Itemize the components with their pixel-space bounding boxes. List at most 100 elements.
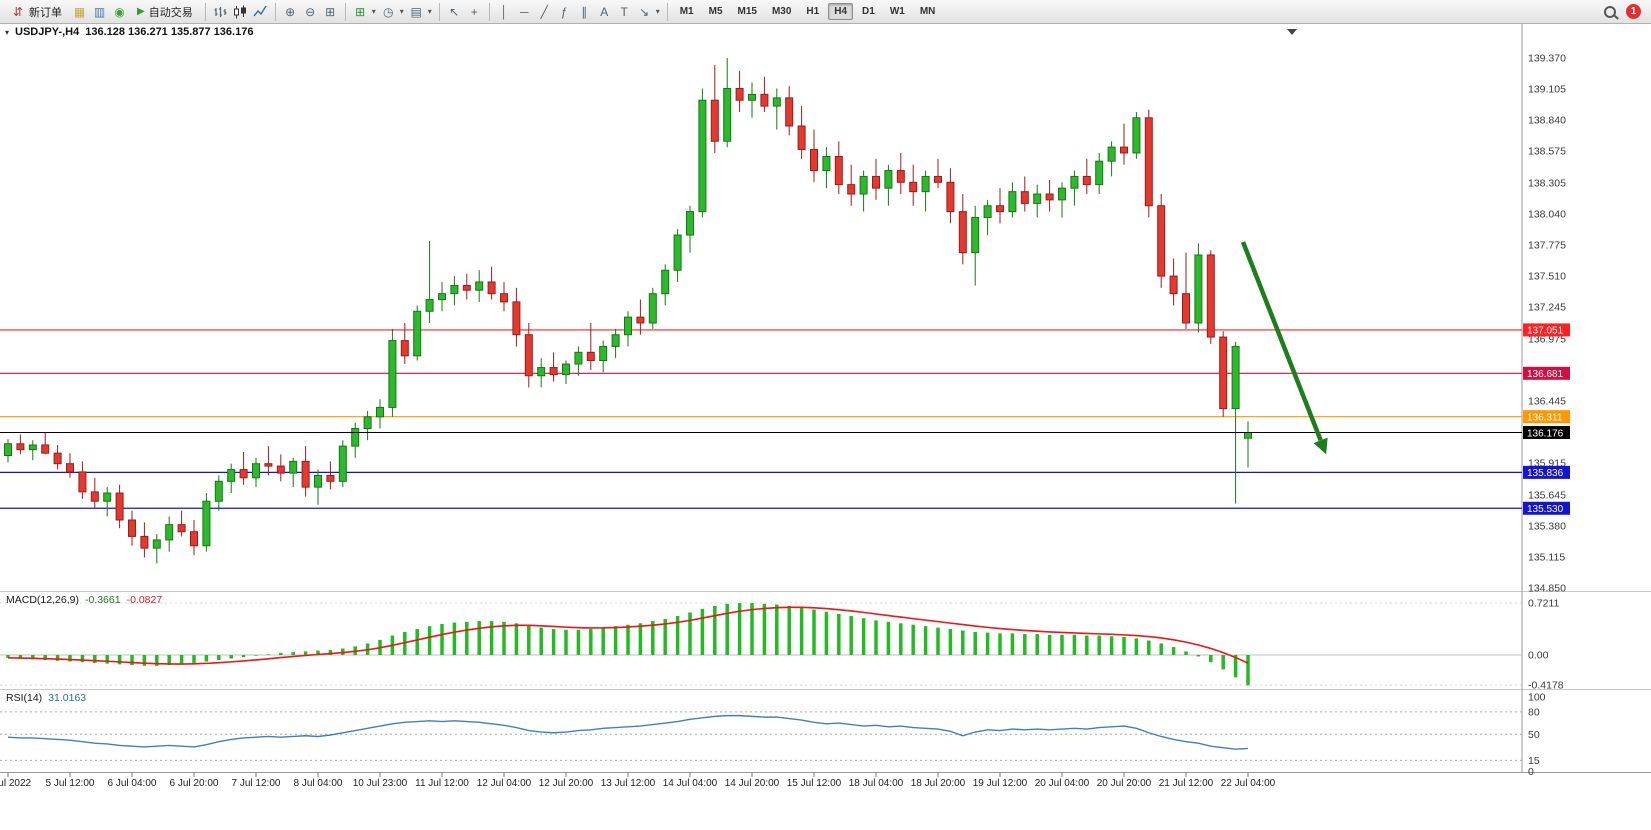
timeframe-mn[interactable]: MN: [919, 6, 936, 17]
trendline-tool-icon[interactable]: ╱: [540, 4, 548, 19]
profiles-icon[interactable]: ▦: [73, 4, 86, 19]
arrows-tool-dropdown[interactable]: ↘ ▾: [635, 2, 662, 21]
price-tag-136.311: [1523, 410, 1570, 424]
toolbar-separator: [344, 2, 346, 21]
rsi-scale-label: 100: [1528, 692, 1546, 704]
macd-scale-label: 0.7211: [1528, 598, 1559, 610]
zoom-in-icon[interactable]: ⊕: [285, 4, 296, 19]
crosshair-icon[interactable]: +: [470, 4, 478, 19]
macd-histogram: [6, 603, 1250, 686]
toolbar-separator: [666, 2, 668, 21]
new-order-label: 新订单: [29, 6, 62, 19]
trend-arrow-annotation[interactable]: [1240, 241, 1323, 442]
price-tag-135.530: [1523, 501, 1570, 515]
price-tag-135.836: [1523, 465, 1570, 479]
chart-area[interactable]: 139.370 139.105 138.840 138.575 138.305 138.0…: [0, 24, 1651, 830]
svg-text:18 Jul 20:00: 18 Jul 20:00: [911, 778, 966, 789]
svg-text:138.040: 138.040: [1528, 208, 1566, 220]
svg-text:136.445: 136.445: [1528, 395, 1566, 407]
templates-dropdown[interactable]: ▤ ▾: [407, 2, 434, 21]
timeframe-m15[interactable]: M15: [737, 6, 757, 17]
svg-text:13 Jul 12:00: 13 Jul 12:00: [601, 778, 656, 789]
vertical-line-tool-icon[interactable]: │: [500, 4, 508, 19]
autotrading-play-icon: ▶: [137, 6, 145, 17]
text-tool-icon[interactable]: A: [600, 4, 609, 19]
timeframe-w1[interactable]: W1: [889, 6, 905, 17]
macd-signal-line: [7, 606, 1249, 665]
fibonacci-tool-icon[interactable]: ƒ: [560, 4, 568, 19]
svg-text:8 Jul 04:00: 8 Jul 04:00: [294, 778, 343, 789]
svg-text:138.305: 138.305: [1528, 177, 1566, 189]
channel-tool-icon[interactable]: ∥: [581, 4, 588, 19]
svg-text:11 Jul 12:00: 11 Jul 12:00: [415, 778, 469, 789]
svg-text:15 Jul 12:00: 15 Jul 12:00: [787, 778, 842, 789]
magnifier-glyph: [1603, 5, 1616, 18]
new-order-button[interactable]: ⇵ 新订单: [4, 0, 69, 24]
svg-text:135.645: 135.645: [1528, 489, 1566, 501]
timeframe-d1[interactable]: D1: [862, 6, 875, 17]
svg-text:5 Jul 12:00: 5 Jul 12:00: [46, 778, 95, 789]
svg-text:12 Jul 04:00: 12 Jul 04:00: [477, 778, 532, 789]
svg-text:6 Jul 20:00: 6 Jul 20:00: [170, 778, 219, 789]
price-tag-136.681: [1523, 366, 1570, 380]
toolbar-separator: [488, 2, 490, 21]
timeframe-h1[interactable]: H1: [806, 6, 820, 17]
timeframe-m30[interactable]: M30: [771, 6, 792, 17]
svg-text:135.836: 135.836: [1527, 468, 1564, 479]
bar-chart-type-button[interactable]: [211, 2, 230, 21]
chart-shift-marker[interactable]: [1287, 29, 1297, 35]
svg-text:137.510: 137.510: [1528, 271, 1566, 283]
timeframe-h4[interactable]: H4: [828, 3, 854, 20]
svg-text:12 Jul 20:00: 12 Jul 20:00: [539, 778, 594, 789]
svg-text:20 Jul 04:00: 20 Jul 04:00: [1035, 778, 1090, 789]
svg-text:138.840: 138.840: [1528, 115, 1566, 127]
notification-badge[interactable]: 1: [1626, 4, 1641, 19]
tile-windows-icon[interactable]: ⊞: [325, 4, 336, 19]
refresh-icon[interactable]: ◉: [114, 4, 125, 19]
text-label-tool-icon[interactable]: T: [620, 4, 628, 19]
svg-text:137.775: 137.775: [1528, 240, 1566, 252]
svg-text:6 Jul 04:00: 6 Jul 04:00: [108, 778, 157, 789]
candlestick-chart-icon: [234, 5, 247, 18]
svg-text:7 Jul 12:00: 7 Jul 12:00: [232, 778, 281, 789]
candlestick-type-button[interactable]: [231, 2, 250, 21]
timeframe-m1[interactable]: M1: [679, 6, 694, 17]
macd-scale-label: 0.00: [1528, 650, 1549, 662]
arrow-tool-icon: ↘: [639, 4, 650, 19]
svg-text:18 Jul 04:00: 18 Jul 04:00: [849, 778, 904, 789]
svg-text:134.850: 134.850: [1528, 582, 1566, 594]
horizontal-line-tool-icon[interactable]: ─: [519, 4, 529, 19]
trend-arrow-head[interactable]: [1313, 437, 1328, 455]
svg-text:20 Jul 20:00: 20 Jul 20:00: [1097, 778, 1152, 789]
autoscroll-dropdown[interactable]: ◷ ▾: [379, 2, 406, 21]
svg-text:135.115: 135.115: [1528, 551, 1565, 563]
chart-window[interactable]: 139.370 139.105 138.840 138.575 138.305 138.0…: [0, 24, 1651, 830]
rsi-scale-label: 80: [1528, 706, 1540, 718]
new-chart-icon: ⊞: [355, 4, 366, 19]
search-icon[interactable]: [1600, 2, 1619, 21]
toolbar-separator: [204, 2, 206, 21]
svg-text:10 Jul 23:00: 10 Jul 23:00: [353, 778, 408, 789]
svg-text:136.681: 136.681: [1527, 369, 1564, 380]
zoom-out-icon[interactable]: ⊖: [305, 4, 316, 19]
chevron-down-icon: ▾: [371, 7, 376, 16]
rsi-scale-label: 0: [1528, 766, 1534, 778]
clock-icon: ◷: [382, 4, 394, 19]
cursor-icon[interactable]: ↖: [449, 4, 460, 19]
market-watch-icon[interactable]: ▥: [93, 4, 106, 19]
svg-text:136.176: 136.176: [1527, 428, 1564, 439]
svg-text:137.245: 137.245: [1528, 302, 1566, 314]
svg-text:21 Jul 12:00: 21 Jul 12:00: [1159, 778, 1214, 789]
macd-scale-label: -0.4178: [1528, 680, 1564, 692]
autotrading-button[interactable]: ▶ 自动交易: [130, 1, 200, 23]
price-tags: 137.051 136.681 136.311 136.176 135.836 135.5…: [1523, 323, 1570, 515]
svg-text:135.380: 135.380: [1528, 520, 1566, 532]
line-chart-type-button[interactable]: [251, 2, 270, 21]
templates-icon: ▤: [410, 4, 422, 19]
new-chart-dropdown[interactable]: ⊞ ▾: [351, 2, 378, 21]
rsi-scale-label: 15: [1528, 755, 1540, 767]
svg-text:135.530: 135.530: [1527, 504, 1564, 515]
svg-text:139.105: 139.105: [1528, 84, 1566, 96]
timeframe-m5[interactable]: M5: [708, 6, 723, 17]
time-axis: 4 Jul 2022 5 Jul 12:00 6 Jul 04:00 6 Jul 20…: [0, 772, 1276, 789]
